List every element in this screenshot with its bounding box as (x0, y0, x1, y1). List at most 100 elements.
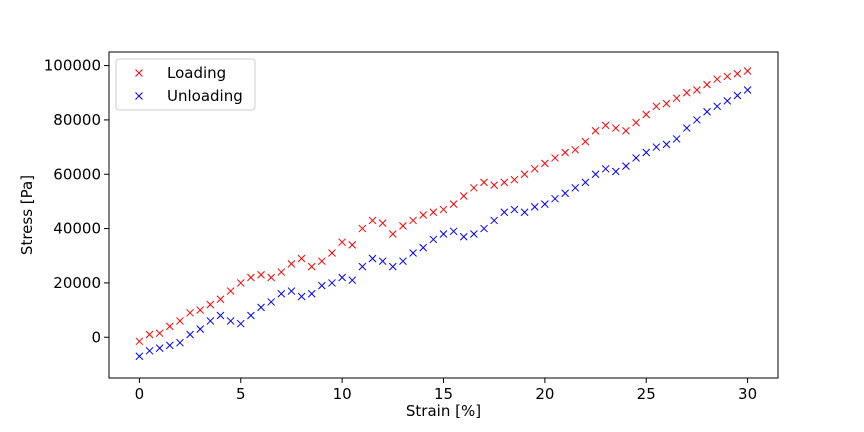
data-point (257, 270, 265, 279)
data-point (338, 273, 346, 282)
data-point (541, 200, 549, 208)
data-point (510, 205, 519, 214)
data-point (480, 224, 488, 233)
data-point (530, 164, 539, 173)
data-point (459, 232, 468, 241)
data-point (328, 279, 336, 287)
data-point (459, 192, 468, 200)
data-point (399, 257, 407, 266)
x-tick-label: 25 (637, 385, 656, 403)
data-point (581, 178, 590, 187)
data-point (551, 154, 559, 162)
data-point (318, 257, 326, 266)
x-tick-label: 10 (333, 385, 352, 403)
data-point (277, 289, 286, 298)
data-point (480, 178, 488, 187)
data-point (713, 75, 722, 84)
data-point (571, 145, 580, 154)
data-point (216, 295, 225, 304)
data-point (642, 110, 651, 119)
data-point (703, 107, 711, 116)
y-axis-ticks: 0 20000 40000 60000 80000 100000 (44, 57, 109, 346)
data-point (226, 287, 235, 295)
data-point (601, 121, 610, 130)
data-point (399, 222, 407, 230)
legend-box (115, 58, 256, 111)
data-point (257, 303, 265, 312)
data-point (297, 292, 306, 301)
data-point (307, 262, 316, 271)
data-point (409, 216, 417, 225)
series-layer (135, 67, 752, 361)
data-point (277, 268, 286, 276)
data-point (470, 183, 478, 192)
data-point (652, 102, 661, 111)
data-point (601, 164, 610, 173)
data-point (490, 181, 499, 189)
data-point (358, 224, 367, 233)
data-point (186, 308, 194, 317)
legend-marker-x-icon (135, 92, 143, 100)
data-point (520, 208, 529, 217)
data-point (561, 148, 569, 157)
data-point (267, 298, 276, 306)
data-point (520, 170, 529, 179)
legend-marker-loading (135, 69, 143, 77)
data-point (247, 273, 255, 282)
data-point (723, 97, 732, 105)
data-point (662, 99, 671, 108)
y-axis-label: Stress [Pa] (18, 175, 36, 255)
data-point (206, 300, 215, 309)
data-point (632, 118, 640, 127)
data-point (581, 137, 590, 146)
data-point (682, 124, 691, 132)
y-tick-label: 40000 (53, 220, 101, 238)
data-point (378, 219, 387, 228)
data-point (378, 257, 387, 266)
x-tick-label: 5 (236, 385, 246, 403)
data-point (176, 338, 184, 347)
data-point (388, 262, 397, 271)
x-tick-label: 0 (135, 385, 145, 403)
data-point (733, 69, 742, 78)
data-point (196, 325, 205, 333)
data-point (287, 260, 296, 268)
data-point (165, 341, 174, 350)
data-point (622, 162, 630, 170)
data-point (449, 200, 458, 208)
data-point (338, 238, 346, 247)
data-point (145, 346, 154, 355)
data-point (307, 289, 316, 298)
data-point (429, 208, 438, 217)
data-point (186, 330, 194, 339)
legend-entry-loading: Loading (135, 64, 226, 82)
data-point (439, 205, 448, 214)
data-point (135, 352, 144, 361)
data-point (490, 216, 499, 225)
y-tick-label: 20000 (53, 274, 101, 292)
data-point (368, 254, 377, 263)
data-point (551, 194, 559, 203)
data-point (419, 243, 428, 252)
data-point (226, 317, 235, 325)
data-point (429, 235, 438, 244)
legend-label-loading: Loading (167, 64, 226, 82)
data-point (297, 254, 306, 263)
data-point (622, 126, 630, 135)
series-loading (135, 67, 752, 346)
data-point (409, 249, 417, 257)
data-point (541, 159, 549, 168)
data-point (165, 322, 174, 331)
data-point (358, 262, 367, 271)
data-point (135, 337, 144, 346)
data-point (419, 211, 428, 219)
data-point (155, 344, 164, 352)
x-axis-ticks: 0 5 10 15 20 25 30 (135, 378, 757, 403)
data-point (176, 317, 184, 325)
x-tick-label: 30 (738, 385, 757, 403)
y-tick-label: 60000 (53, 165, 101, 183)
data-point (682, 88, 691, 97)
data-point (591, 126, 600, 135)
data-point (733, 91, 742, 100)
